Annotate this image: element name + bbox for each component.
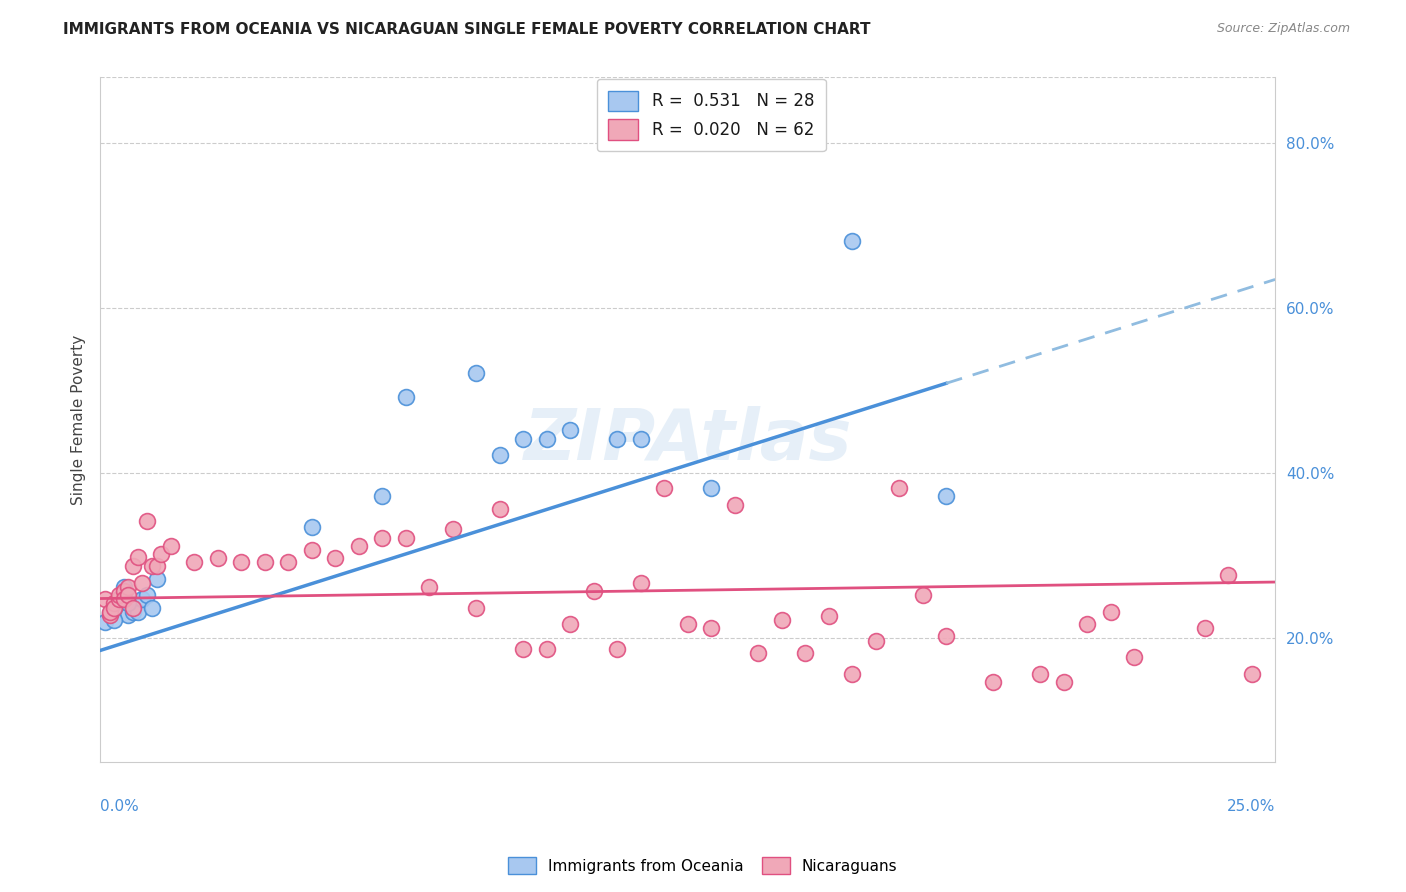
Point bbox=[103, 613, 125, 627]
Point bbox=[911, 588, 934, 602]
Point bbox=[136, 514, 159, 528]
Y-axis label: Single Female Poverty: Single Female Poverty bbox=[72, 334, 86, 505]
Text: 25.0%: 25.0% bbox=[1227, 799, 1275, 814]
Point bbox=[1123, 650, 1146, 665]
Point bbox=[512, 432, 534, 446]
Point bbox=[117, 607, 139, 622]
Point bbox=[560, 617, 582, 632]
Point bbox=[630, 432, 652, 446]
Point bbox=[371, 531, 394, 545]
Point bbox=[395, 531, 418, 545]
Point bbox=[117, 580, 139, 594]
Point bbox=[512, 641, 534, 656]
Point bbox=[117, 597, 139, 611]
Point bbox=[1053, 674, 1076, 689]
Point bbox=[131, 592, 153, 607]
Point bbox=[817, 608, 839, 623]
Point bbox=[724, 498, 747, 512]
Point bbox=[652, 481, 675, 495]
Point bbox=[488, 501, 510, 516]
Point bbox=[395, 390, 418, 404]
Point bbox=[794, 646, 817, 660]
Point bbox=[112, 587, 135, 601]
Point bbox=[94, 591, 117, 606]
Point bbox=[117, 588, 139, 602]
Point bbox=[122, 558, 145, 573]
Point bbox=[347, 539, 370, 553]
Point bbox=[301, 520, 323, 534]
Point bbox=[159, 539, 181, 553]
Point bbox=[231, 555, 253, 569]
Point bbox=[277, 555, 299, 569]
Point bbox=[141, 600, 163, 615]
Point bbox=[582, 584, 605, 599]
Point bbox=[183, 555, 205, 569]
Point bbox=[676, 617, 699, 632]
Point bbox=[1194, 621, 1216, 635]
Point bbox=[122, 600, 145, 615]
Point bbox=[1218, 567, 1240, 582]
Point bbox=[770, 613, 793, 627]
Point bbox=[700, 621, 723, 635]
Point bbox=[127, 605, 149, 619]
Point bbox=[136, 588, 159, 602]
Point bbox=[122, 605, 145, 619]
Point bbox=[112, 592, 135, 607]
Point bbox=[145, 559, 167, 574]
Legend: Immigrants from Oceania, Nicaraguans: Immigrants from Oceania, Nicaraguans bbox=[502, 851, 904, 880]
Point bbox=[418, 580, 440, 594]
Point bbox=[131, 575, 153, 590]
Point bbox=[700, 481, 723, 495]
Point bbox=[98, 607, 121, 622]
Point bbox=[981, 674, 1004, 689]
Point bbox=[441, 522, 464, 536]
Point bbox=[98, 605, 121, 619]
Point bbox=[301, 542, 323, 557]
Point bbox=[465, 600, 488, 615]
Point bbox=[112, 580, 135, 594]
Point bbox=[98, 607, 121, 621]
Point bbox=[103, 597, 125, 611]
Point bbox=[841, 234, 863, 248]
Point bbox=[1240, 666, 1263, 681]
Point bbox=[150, 547, 173, 561]
Point bbox=[465, 366, 488, 380]
Point bbox=[108, 591, 131, 606]
Point bbox=[1076, 617, 1098, 632]
Point bbox=[371, 489, 394, 503]
Point bbox=[630, 575, 652, 590]
Point bbox=[112, 584, 135, 599]
Point bbox=[94, 615, 117, 629]
Point bbox=[488, 448, 510, 462]
Point bbox=[108, 592, 131, 607]
Text: Source: ZipAtlas.com: Source: ZipAtlas.com bbox=[1216, 22, 1350, 36]
Point bbox=[127, 550, 149, 565]
Point bbox=[253, 555, 276, 569]
Point bbox=[935, 630, 957, 644]
Point bbox=[108, 588, 131, 602]
Text: IMMIGRANTS FROM OCEANIA VS NICARAGUAN SINGLE FEMALE POVERTY CORRELATION CHART: IMMIGRANTS FROM OCEANIA VS NICARAGUAN SI… bbox=[63, 22, 870, 37]
Point bbox=[103, 602, 125, 616]
Point bbox=[889, 481, 911, 495]
Point bbox=[1029, 666, 1052, 681]
Point bbox=[747, 646, 769, 660]
Point bbox=[935, 489, 957, 503]
Point bbox=[536, 641, 558, 656]
Point bbox=[560, 423, 582, 437]
Point bbox=[606, 641, 628, 656]
Point bbox=[145, 572, 167, 586]
Point bbox=[865, 633, 887, 648]
Point bbox=[141, 559, 163, 574]
Text: 0.0%: 0.0% bbox=[100, 799, 139, 814]
Point bbox=[606, 432, 628, 446]
Point bbox=[536, 432, 558, 446]
Text: ZIPAtlas: ZIPAtlas bbox=[523, 406, 852, 475]
Legend: R =  0.531   N = 28, R =  0.020   N = 62: R = 0.531 N = 28, R = 0.020 N = 62 bbox=[596, 78, 825, 152]
Point bbox=[1099, 605, 1122, 619]
Point bbox=[103, 600, 125, 615]
Point bbox=[841, 666, 863, 681]
Point bbox=[323, 551, 346, 566]
Point bbox=[207, 551, 229, 566]
